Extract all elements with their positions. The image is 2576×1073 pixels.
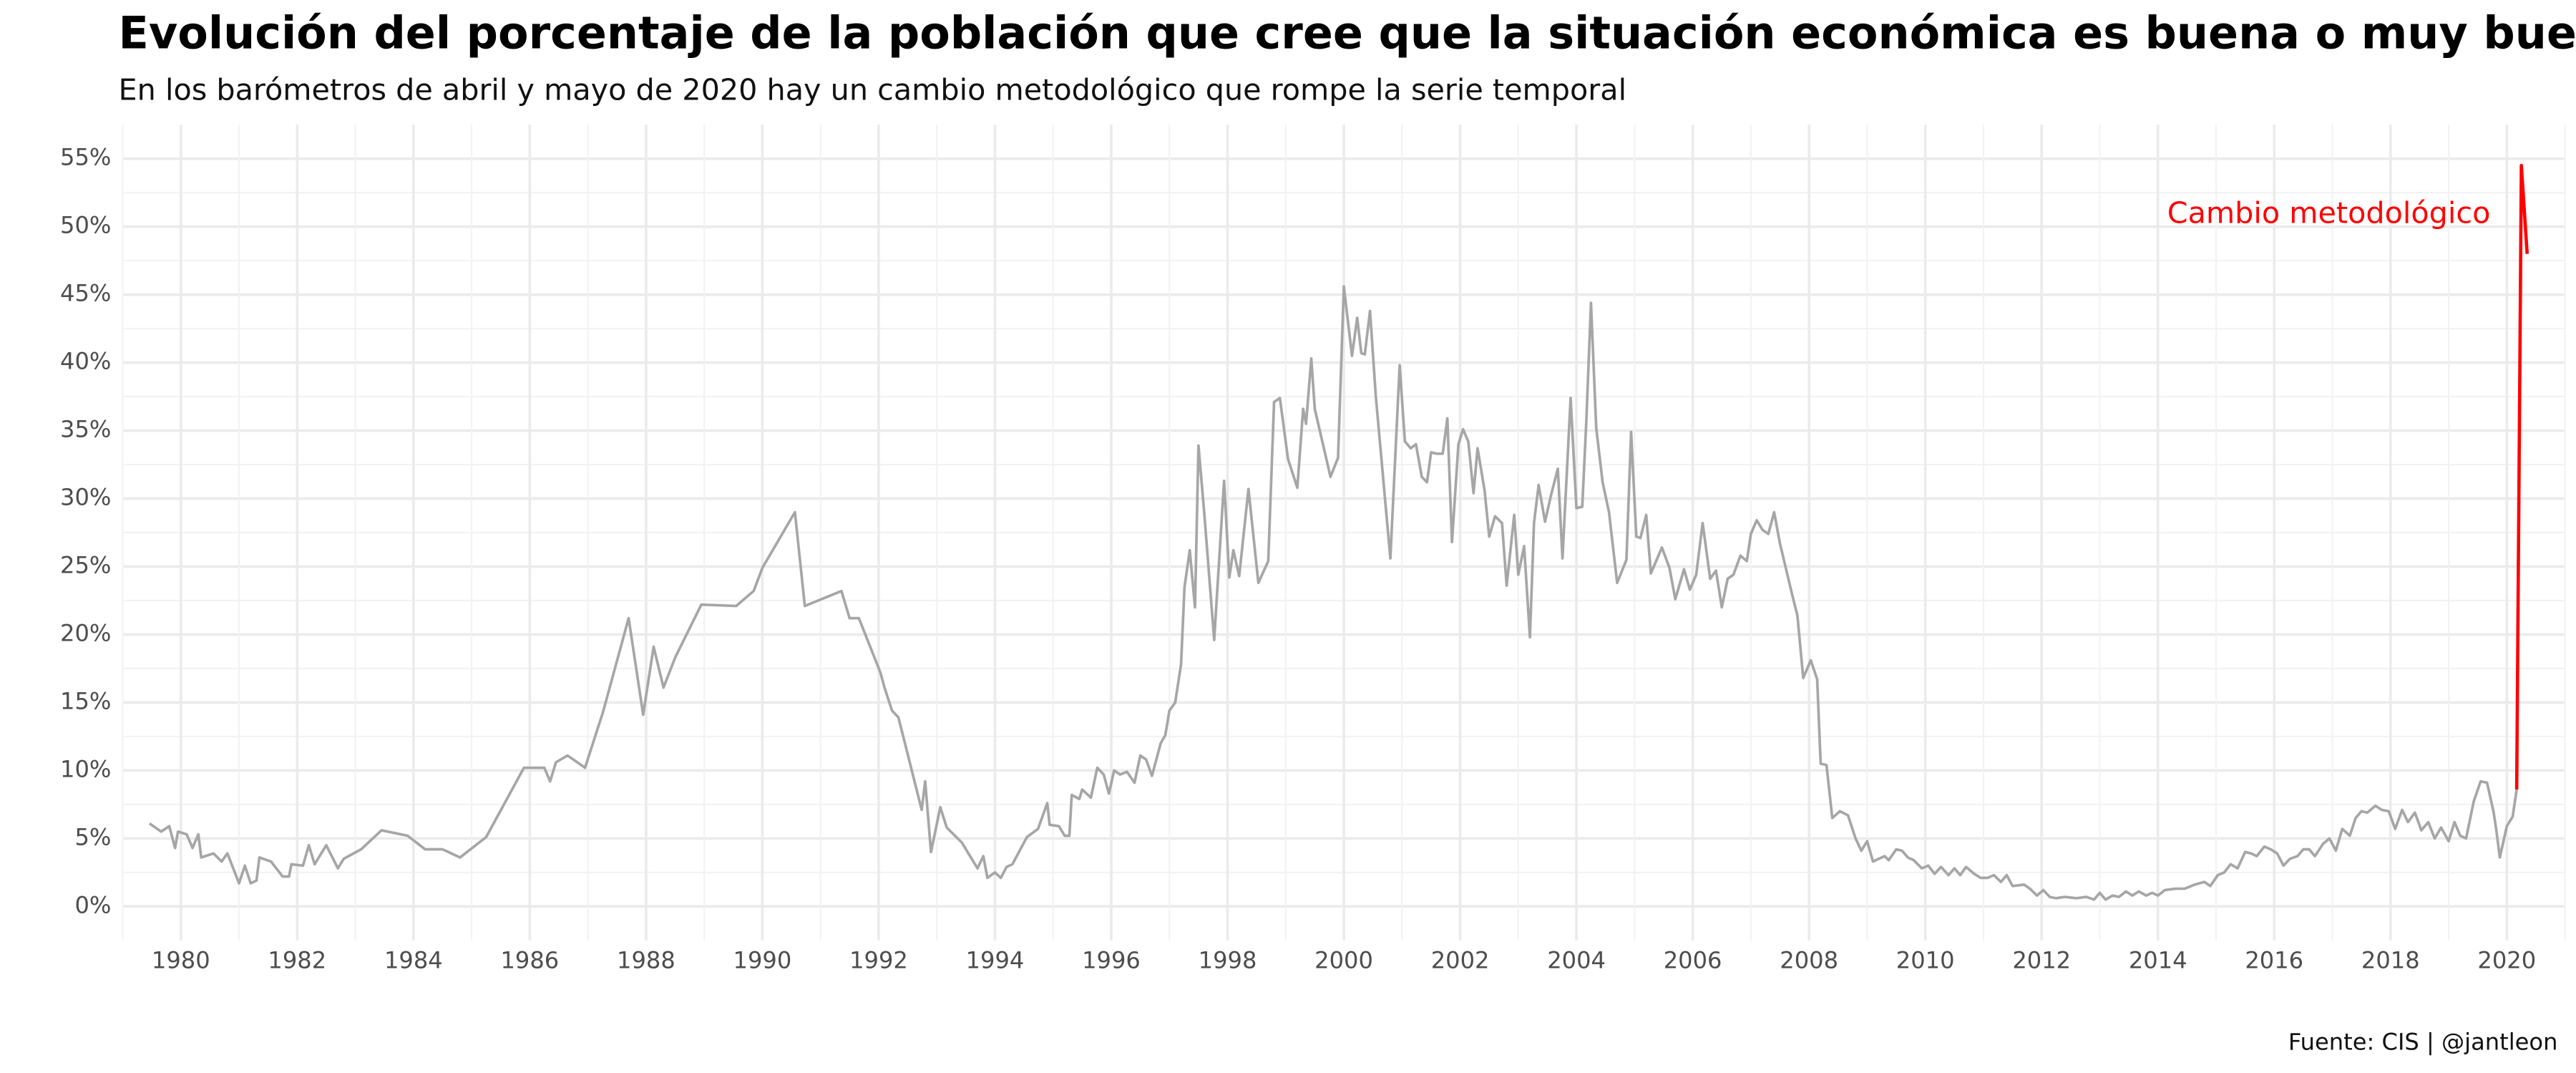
source: Fuente: CIS | @jantleon	[2288, 1029, 2558, 1056]
plot-area	[148, 163, 2529, 901]
annotation: Cambio metodológico	[2167, 196, 2491, 230]
y-tick-label: 0%	[74, 891, 111, 918]
x-tick-label: 1996	[1082, 947, 1141, 974]
x-tick-label: 2014	[2129, 947, 2187, 974]
x-tick-label: 2000	[1314, 947, 1373, 974]
x-tick-label: 2008	[1780, 947, 1838, 974]
y-tick-label: 15%	[60, 687, 111, 714]
chart-subtitle: En los barómetros de abril y mayo de 202…	[119, 73, 1627, 107]
y-tick-label: 30%	[60, 484, 111, 511]
x-tick-label: 2004	[1547, 947, 1606, 974]
series-line	[2514, 163, 2529, 790]
x-tick-label: 1990	[733, 947, 792, 974]
y-tick-label: 40%	[60, 348, 111, 375]
x-tick-label: 2002	[1431, 947, 1490, 974]
x-tick-label: 1984	[384, 947, 443, 974]
x-tick-label: 1992	[849, 947, 908, 974]
x-tick-label: 2012	[2012, 947, 2071, 974]
x-tick-label: 2016	[2245, 947, 2303, 974]
series-line	[148, 285, 2518, 901]
x-tick-label: 1994	[966, 947, 1025, 974]
x-tick-label: 1998	[1199, 947, 1257, 974]
chart-title: Evolución del porcentaje de la población…	[119, 7, 2576, 59]
grid	[122, 125, 2566, 941]
x-tick-label: 1988	[617, 947, 675, 974]
y-tick-label: 20%	[60, 619, 111, 646]
x-tick-label: 2010	[1896, 947, 1955, 974]
x-tick-label: 2018	[2361, 947, 2420, 974]
x-tick-label: 1982	[268, 947, 326, 974]
y-tick-label: 45%	[60, 280, 111, 307]
y-tick-label: 5%	[74, 823, 111, 850]
y-tick-label: 35%	[60, 416, 111, 443]
x-tick-label: 1986	[500, 947, 559, 974]
x-tick-label: 2020	[2477, 947, 2536, 974]
y-tick-label: 10%	[60, 755, 111, 782]
y-tick-label: 50%	[60, 212, 111, 239]
x-tick-label: 2006	[1664, 947, 1722, 974]
y-tick-label: 25%	[60, 551, 111, 578]
y-tick-label: 55%	[60, 144, 111, 171]
x-tick-label: 1980	[152, 947, 210, 974]
